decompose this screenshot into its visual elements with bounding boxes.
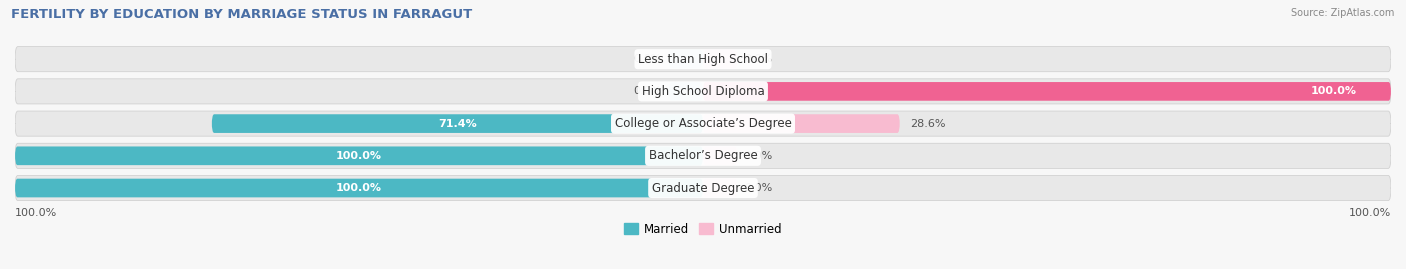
FancyBboxPatch shape xyxy=(15,79,1391,104)
Legend: Married, Unmarried: Married, Unmarried xyxy=(620,218,786,240)
FancyBboxPatch shape xyxy=(703,114,900,133)
FancyBboxPatch shape xyxy=(703,179,737,197)
Text: 0.0%: 0.0% xyxy=(744,54,772,64)
Text: Bachelor’s Degree: Bachelor’s Degree xyxy=(648,149,758,162)
Text: Source: ZipAtlas.com: Source: ZipAtlas.com xyxy=(1291,8,1395,18)
FancyBboxPatch shape xyxy=(15,179,703,197)
Text: 100.0%: 100.0% xyxy=(1348,208,1391,218)
Text: High School Diploma: High School Diploma xyxy=(641,85,765,98)
Text: Less than High School: Less than High School xyxy=(638,53,768,66)
FancyBboxPatch shape xyxy=(15,175,1391,201)
Text: 0.0%: 0.0% xyxy=(634,86,662,96)
Text: 71.4%: 71.4% xyxy=(439,119,477,129)
FancyBboxPatch shape xyxy=(669,82,703,101)
Text: 100.0%: 100.0% xyxy=(336,183,382,193)
Text: FERTILITY BY EDUCATION BY MARRIAGE STATUS IN FARRAGUT: FERTILITY BY EDUCATION BY MARRIAGE STATU… xyxy=(11,8,472,21)
Text: 0.0%: 0.0% xyxy=(744,183,772,193)
FancyBboxPatch shape xyxy=(703,146,737,165)
Text: 100.0%: 100.0% xyxy=(15,208,58,218)
FancyBboxPatch shape xyxy=(703,82,1391,101)
FancyBboxPatch shape xyxy=(669,50,703,69)
FancyBboxPatch shape xyxy=(703,50,737,69)
Text: 0.0%: 0.0% xyxy=(634,54,662,64)
Text: 100.0%: 100.0% xyxy=(1310,86,1357,96)
FancyBboxPatch shape xyxy=(212,114,703,133)
Text: 0.0%: 0.0% xyxy=(744,151,772,161)
Text: Graduate Degree: Graduate Degree xyxy=(652,182,754,194)
FancyBboxPatch shape xyxy=(15,47,1391,72)
Text: 100.0%: 100.0% xyxy=(336,151,382,161)
Text: 28.6%: 28.6% xyxy=(910,119,946,129)
FancyBboxPatch shape xyxy=(15,146,703,165)
FancyBboxPatch shape xyxy=(15,143,1391,168)
FancyBboxPatch shape xyxy=(15,111,1391,136)
Text: College or Associate’s Degree: College or Associate’s Degree xyxy=(614,117,792,130)
